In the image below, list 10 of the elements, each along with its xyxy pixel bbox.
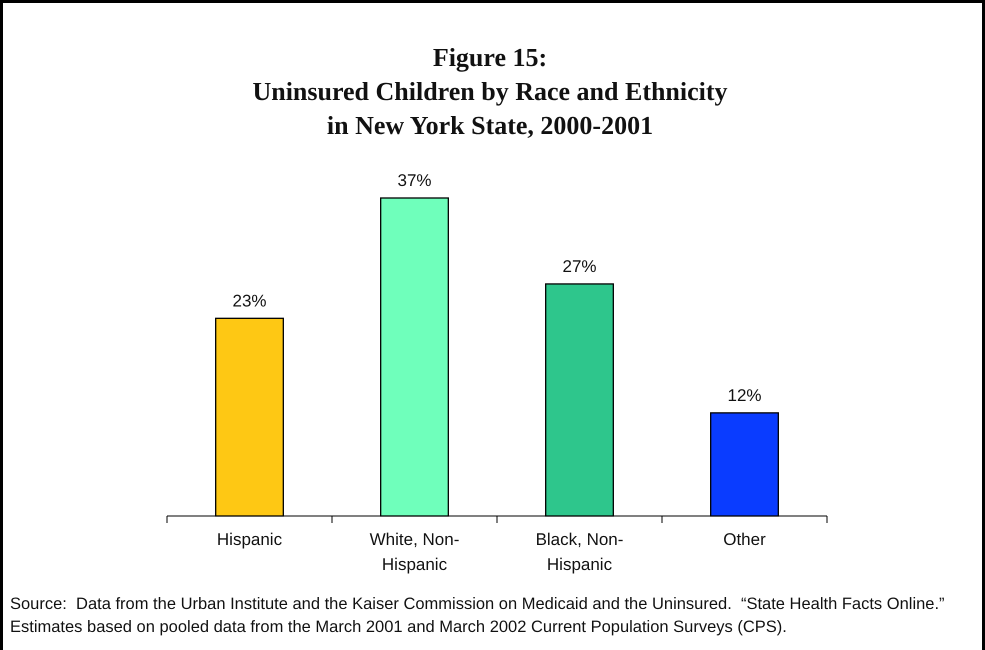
data-label: 12% bbox=[727, 386, 762, 405]
data-label: 23% bbox=[232, 291, 267, 310]
data-label: 27% bbox=[562, 256, 597, 276]
source-note: Source: Data from the Urban Institute and the Kaiser Commission on Medicaid and the Uninsured. “State Health Facts Online.” Estimates based on pooled data from the March 2001 and March 2002 Current Population Surveys (CPS). bbox=[10, 595, 945, 636]
x-tick-label: Black, Non-Hispanic bbox=[536, 530, 624, 574]
x-tick-label: Other bbox=[723, 530, 766, 549]
x-tick-label: Hispanic bbox=[216, 530, 283, 549]
data-label: 37% bbox=[397, 171, 432, 190]
chart-title: Figure 15: Uninsured Children by Race and Ethnicity in New York State, 2000-2001 bbox=[252, 43, 728, 140]
x-tick-label: White, Non-Hispanic bbox=[370, 530, 460, 574]
